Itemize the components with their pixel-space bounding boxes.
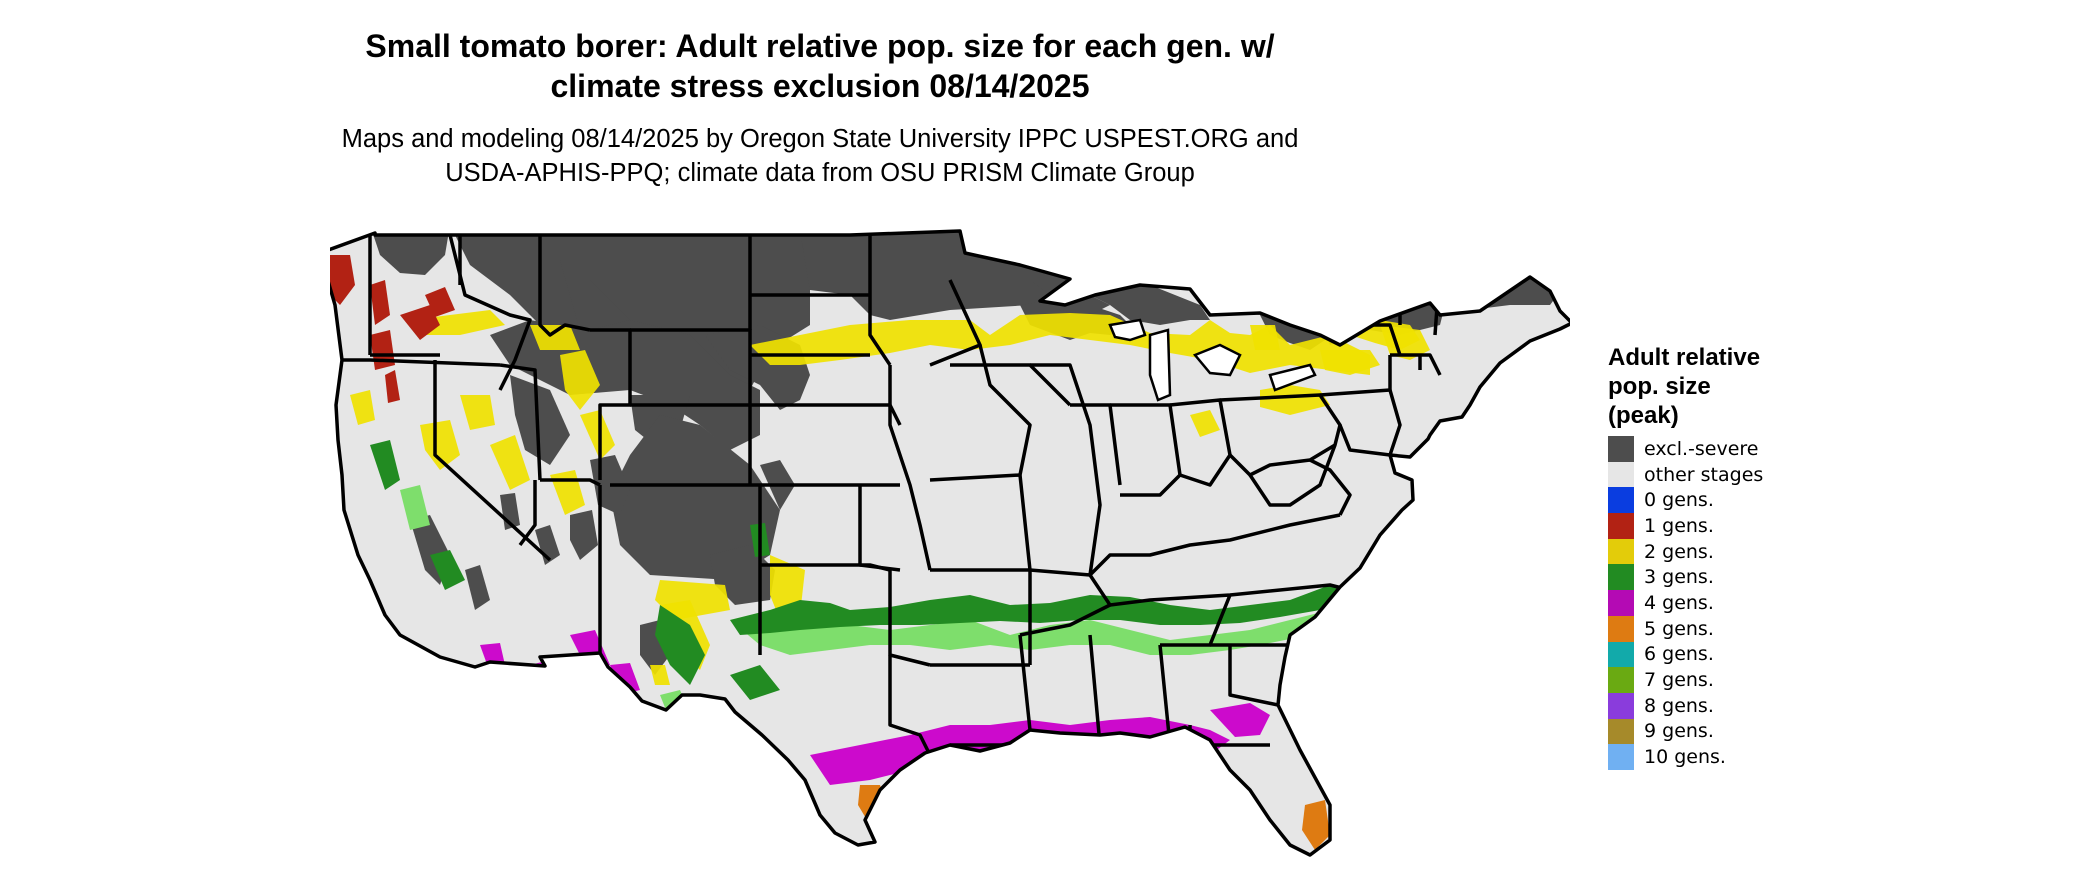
- legend-label: 2 gens.: [1644, 540, 1714, 563]
- legend-swatch: [1608, 718, 1634, 745]
- legend-item: 0 gens.: [1608, 487, 1763, 514]
- legend-item: 3 gens.: [1608, 564, 1763, 591]
- legend-item: 9 gens.: [1608, 718, 1763, 745]
- legend-swatch: [1608, 615, 1634, 642]
- legend-label: 0 gens.: [1644, 489, 1714, 512]
- legend-swatch: [1608, 461, 1634, 488]
- map-title: Small tomato borer: Adult relative pop. …: [0, 26, 1640, 106]
- legend-item: 8 gens.: [1608, 692, 1763, 719]
- legend-swatch: [1608, 538, 1634, 565]
- legend-label: 5 gens.: [1644, 617, 1714, 640]
- us-outline: [330, 229, 1570, 857]
- legend-swatch: [1608, 436, 1634, 462]
- title-line-2: climate stress exclusion 08/14/2025: [550, 68, 1090, 104]
- legend-swatch: [1608, 667, 1634, 693]
- legend-swatch: [1608, 590, 1634, 616]
- legend-item: 1 gens.: [1608, 513, 1763, 539]
- legend-label: other stages: [1644, 463, 1764, 486]
- legend-label: 4 gens.: [1644, 591, 1714, 614]
- legend-swatch: [1608, 487, 1634, 514]
- legend-label: 1 gens.: [1644, 514, 1714, 537]
- legend-item: 6 gens.: [1608, 641, 1763, 668]
- legend-swatch: [1608, 692, 1634, 719]
- legend-label: 10 gens.: [1644, 746, 1726, 769]
- legend-label: 8 gens.: [1644, 694, 1714, 717]
- legend-item: 2 gens.: [1608, 538, 1763, 565]
- legend-label: 6 gens.: [1644, 643, 1714, 666]
- legend-item: 4 gens.: [1608, 590, 1763, 616]
- legend-label: 3 gens.: [1644, 566, 1714, 589]
- legend-item: excl.-severe: [1608, 436, 1763, 462]
- legend: Adult relative pop. size (peak) excl.-se…: [1608, 343, 1763, 770]
- legend-items: excl.-severe other stages 0 gens. 1 gens. 2 …: [1608, 436, 1763, 770]
- legend-title: Adult relative pop. size (peak): [1608, 344, 1761, 429]
- subtitle-line-2: USDA-APHIS-PPQ; climate data from OSU PR…: [445, 159, 1195, 187]
- legend-label: 7 gens.: [1644, 669, 1714, 692]
- title-line-1: Small tomato borer: Adult relative pop. …: [365, 28, 1275, 64]
- subtitle-line-1: Maps and modeling 08/14/2025 by Oregon S…: [341, 125, 1299, 153]
- us-map: [330, 229, 1570, 857]
- great-lakes: [1108, 318, 1317, 402]
- legend-item: 7 gens.: [1608, 667, 1763, 693]
- legend-label: 9 gens.: [1644, 720, 1714, 743]
- legend-swatch: [1608, 564, 1634, 591]
- legend-swatch: [1608, 513, 1634, 539]
- legend-swatch: [1608, 641, 1634, 668]
- legend-item: other stages: [1608, 461, 1764, 488]
- legend-item: 10 gens.: [1608, 744, 1763, 770]
- legend-swatch: [1608, 744, 1634, 770]
- map-subtitle: Maps and modeling 08/14/2025 by Oregon S…: [0, 122, 1640, 190]
- legend-label: excl.-severe: [1644, 437, 1759, 460]
- state-borders: [340, 233, 1442, 756]
- legend-item: 5 gens.: [1608, 615, 1763, 642]
